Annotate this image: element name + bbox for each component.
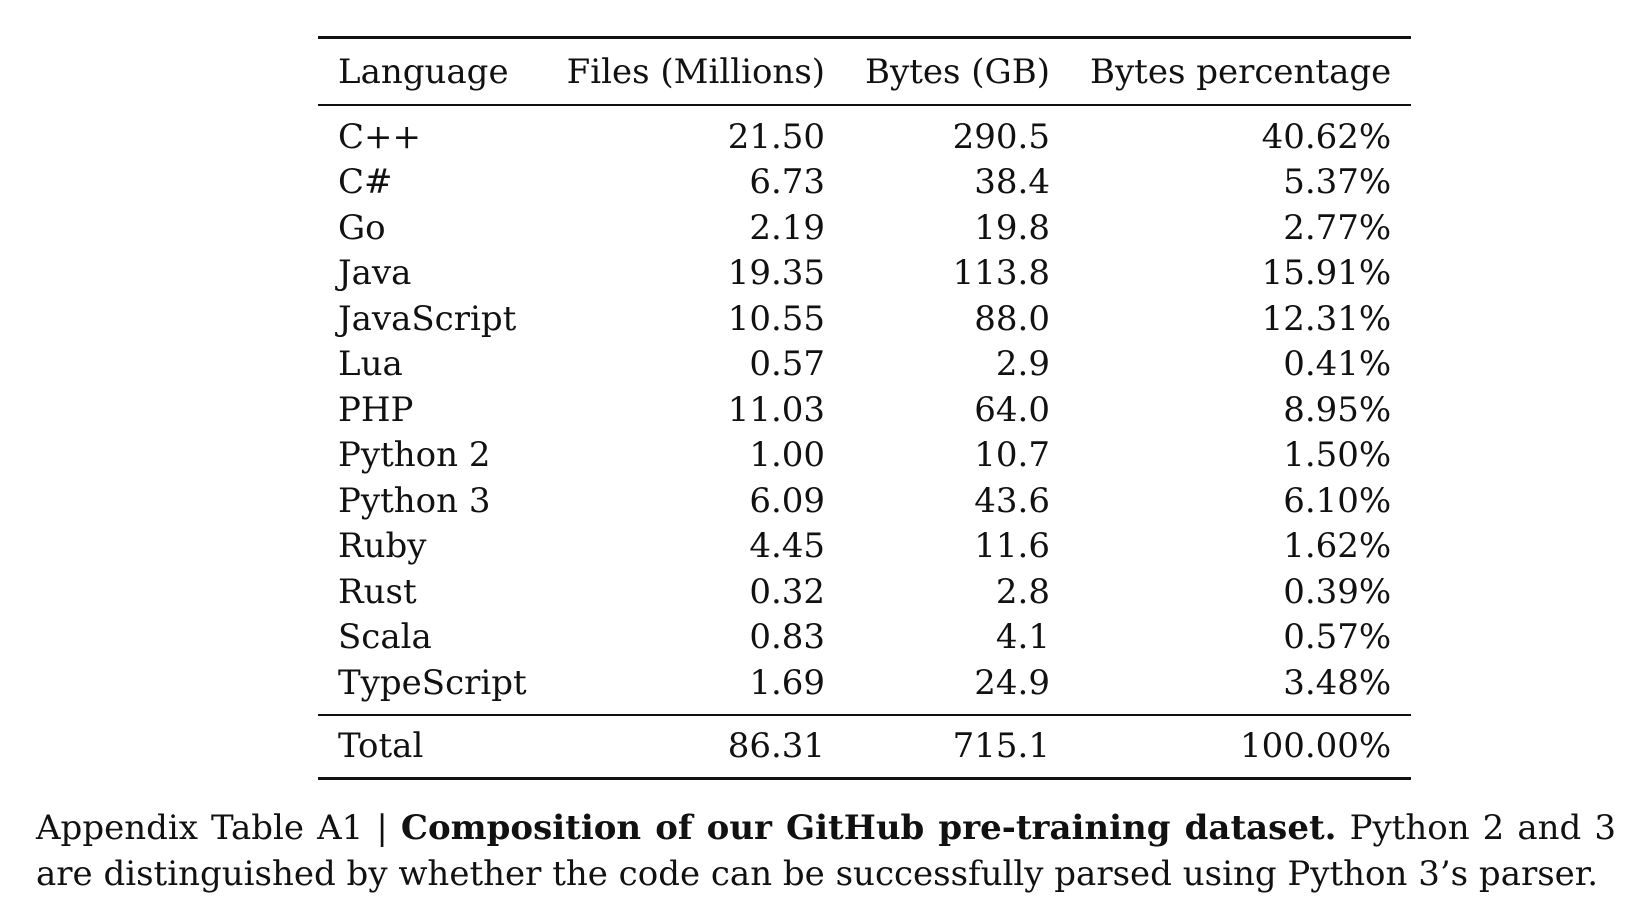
language-cell: Ruby xyxy=(338,526,427,567)
files-cell: 0.57 xyxy=(749,344,826,385)
caption-text: Python 2 and 3 are distinguished by whet… xyxy=(36,808,1616,894)
dataset-composition-table: Language Files (Millions) Bytes (GB) Byt… xyxy=(318,36,1412,780)
table-row: C# 6.73 38.4 5.37% xyxy=(318,160,1411,206)
bytes-cell: 2.8 xyxy=(995,571,1050,612)
files-cell: 19.35 xyxy=(727,253,826,294)
language-cell: Python 2 xyxy=(338,435,491,476)
bytes-percentage-cell: 40.62% xyxy=(1261,116,1392,157)
bytes-percentage-cell: 15.91% xyxy=(1261,253,1392,294)
bytes-percentage-cell: 1.62% xyxy=(1283,526,1392,567)
total-bytes-percentage: 100.00% xyxy=(1239,726,1392,766)
total-files: 86.31 xyxy=(727,726,826,766)
language-cell: C++ xyxy=(338,116,421,157)
bytes-percentage-cell: 0.41% xyxy=(1283,344,1392,385)
table-row: PHP 11.03 64.0 8.95% xyxy=(318,387,1411,433)
language-cell: Java xyxy=(338,253,412,294)
bytes-cell: 10.7 xyxy=(974,435,1050,476)
header-bytes-percentage: Bytes percentage xyxy=(1089,51,1392,92)
bytes-cell: 43.6 xyxy=(974,480,1050,521)
bytes-percentage-cell: 2.77% xyxy=(1283,207,1392,248)
files-cell: 0.83 xyxy=(749,617,826,658)
table-total-row: Total 86.31 715.1 100.00% xyxy=(318,714,1412,778)
language-cell: C# xyxy=(338,162,393,203)
files-cell: 4.45 xyxy=(749,526,826,567)
language-cell: TypeScript xyxy=(338,662,527,703)
bytes-cell: 88.0 xyxy=(974,298,1050,339)
files-cell: 6.73 xyxy=(749,162,826,203)
bytes-percentage-cell: 5.37% xyxy=(1283,162,1392,203)
bytes-percentage-cell: 12.31% xyxy=(1261,298,1392,339)
table-body: C++ 21.50 290.5 40.62% C# 6.73 38.4 5.37% Go 2.19… xyxy=(318,105,1411,715)
table-row: Java 19.35 113.8 15.91% xyxy=(318,251,1411,297)
header-bytes: Bytes (GB) xyxy=(865,51,1050,92)
bytes-cell: 24.9 xyxy=(974,662,1050,703)
bytes-cell: 4.1 xyxy=(995,617,1050,658)
bytes-percentage-cell: 0.57% xyxy=(1283,617,1392,658)
bytes-cell: 38.4 xyxy=(974,162,1050,203)
caption-label: Appendix Table A1 | xyxy=(36,808,401,848)
files-cell: 1.69 xyxy=(749,662,826,703)
language-cell: Python 3 xyxy=(338,480,491,521)
table-row: TypeScript 1.69 24.9 3.48% xyxy=(318,660,1411,715)
files-cell: 21.50 xyxy=(727,116,826,157)
language-cell: JavaScript xyxy=(338,298,517,339)
table-row: Python 3 6.09 43.6 6.10% xyxy=(318,478,1411,524)
table-row: Scala 0.83 4.1 0.57% xyxy=(318,615,1411,661)
bytes-percentage-cell: 3.48% xyxy=(1283,662,1392,703)
bytes-percentage-cell: 8.95% xyxy=(1283,389,1392,430)
header-files: Files (Millions) xyxy=(566,51,826,92)
bytes-cell: 11.6 xyxy=(974,526,1050,567)
files-cell: 1.00 xyxy=(749,435,826,476)
files-cell: 10.55 xyxy=(727,298,826,339)
table-header-row: Language Files (Millions) Bytes (GB) Byt… xyxy=(318,37,1412,105)
bytes-cell: 2.9 xyxy=(995,344,1050,385)
bytes-percentage-cell: 1.50% xyxy=(1283,435,1392,476)
table-row: Lua 0.57 2.9 0.41% xyxy=(318,342,1411,388)
files-cell: 6.09 xyxy=(749,480,826,521)
table-row: C++ 21.50 290.5 40.62% xyxy=(318,105,1411,160)
files-cell: 0.32 xyxy=(749,571,826,612)
language-cell: Go xyxy=(338,207,386,248)
table-row: Ruby 4.45 11.6 1.62% xyxy=(318,524,1411,570)
table-row: Rust 0.32 2.8 0.39% xyxy=(318,569,1411,615)
language-cell: PHP xyxy=(338,389,414,430)
bytes-cell: 290.5 xyxy=(952,116,1050,157)
files-cell: 2.19 xyxy=(749,207,826,248)
table-row: Go 2.19 19.8 2.77% xyxy=(318,205,1411,251)
total-label: Total xyxy=(338,726,424,766)
header-language: Language xyxy=(338,51,509,92)
language-cell: Rust xyxy=(338,571,417,612)
caption-title: Composition of our GitHub pre-training d… xyxy=(400,808,1337,848)
table-caption: Appendix Table A1 | Composition of our G… xyxy=(36,805,1616,897)
bytes-percentage-cell: 6.10% xyxy=(1283,480,1392,521)
bytes-cell: 113.8 xyxy=(952,253,1050,294)
bytes-cell: 19.8 xyxy=(974,207,1050,248)
bytes-percentage-cell: 0.39% xyxy=(1283,571,1392,612)
table-row: JavaScript 10.55 88.0 12.31% xyxy=(318,296,1411,342)
language-cell: Lua xyxy=(338,344,403,385)
table-row: Python 2 1.00 10.7 1.50% xyxy=(318,433,1411,479)
total-bytes: 715.1 xyxy=(952,726,1050,766)
files-cell: 11.03 xyxy=(727,389,826,430)
language-cell: Scala xyxy=(338,617,432,658)
bytes-cell: 64.0 xyxy=(974,389,1050,430)
